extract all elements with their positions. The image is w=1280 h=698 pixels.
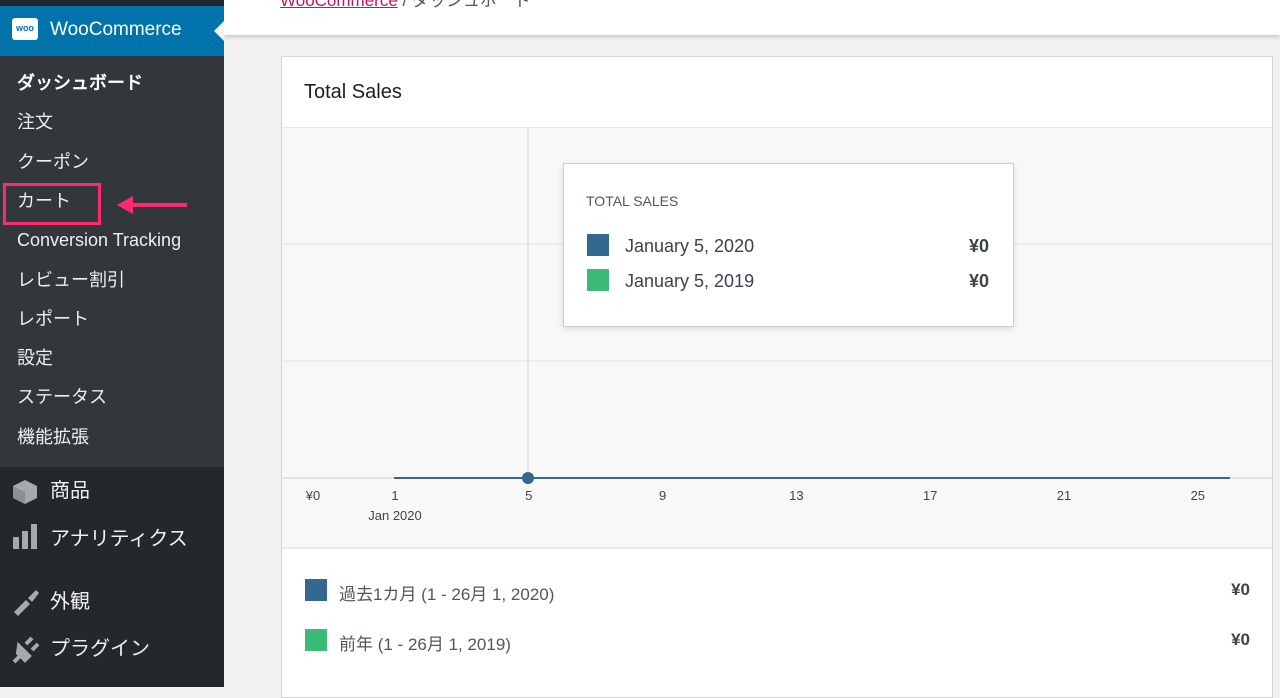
chart-area — [282, 127, 1272, 549]
x-tick-label: 5 — [525, 488, 533, 503]
hover-point — [522, 472, 534, 484]
tooltip-swatch — [587, 234, 609, 256]
tooltip-value: ¥0 — [968, 236, 989, 256]
analytics-icon-bar — [22, 531, 28, 549]
submenu-item[interactable]: Conversion Tracking — [17, 230, 182, 251]
legend-swatch — [305, 629, 327, 651]
x-tick-label: 21 — [1056, 488, 1072, 503]
woo-logo: woo — [12, 18, 38, 40]
menu-item[interactable]: プラグイン — [50, 638, 150, 660]
x-tick-label: ¥0 — [305, 488, 321, 503]
legend-swatch — [305, 579, 327, 601]
tooltip-title: TOTAL SALES — [586, 193, 679, 209]
submenu-item[interactable]: 機能拡張 — [17, 426, 89, 447]
current-arrow — [214, 21, 224, 41]
highlight-box — [3, 183, 101, 225]
products-icon-side — [13, 486, 25, 504]
menu-head[interactable]: woo WooCommerce — [0, 6, 224, 56]
arrow-head — [117, 196, 133, 214]
card: Total Sales ¥0 1 5 9 13 17 21 25 Jan 2020 過去1カ月… — [281, 56, 1273, 698]
legend-label[interactable]: 前年 (1 - 26月 1, 2019) — [339, 635, 511, 654]
submenu-item[interactable]: レポート — [17, 308, 89, 329]
submenu-item[interactable]: 注文 — [17, 112, 53, 133]
card-title: Total Sales — [304, 81, 402, 103]
menu-item[interactable]: アナリティクス — [50, 528, 188, 550]
analytics-icon-bar — [31, 524, 37, 549]
sidebar: woo WooCommerce ダッシュボード 注文クーポンカート Conversi… — [0, 0, 224, 687]
breadcrumb: WooCommerce / ダッシュボード — [280, 0, 531, 11]
tooltip: TOTAL SALES January 5, 2020 ¥0 January 5, … — [563, 163, 1014, 327]
x-tick-label: 9 — [658, 488, 667, 503]
legend-value: ¥0 — [1231, 580, 1250, 599]
submenu-item[interactable]: クーポン — [17, 151, 89, 172]
menu-item[interactable]: 商品 — [50, 480, 90, 502]
tooltip-swatch — [587, 269, 609, 291]
x-tick-label: 17 — [922, 488, 938, 503]
top-bar: WooCommerce / ダッシュボード — [224, 0, 1280, 35]
breadcrumb-link[interactable]: WooCommerce — [280, 0, 398, 10]
legend-value: ¥0 — [1231, 630, 1250, 649]
analytics-icon-bar — [13, 537, 19, 549]
menu-item[interactable]: 外観 — [50, 591, 90, 613]
menu-icons — [12, 480, 40, 664]
tooltip-label: January 5, 2019 — [625, 271, 755, 291]
tooltip-label: January 5, 2020 — [625, 236, 755, 256]
x-sub-label: Jan 2020 — [368, 508, 422, 523]
x-tick-label: 25 — [1190, 488, 1206, 503]
submenu-item[interactable]: カート — [17, 190, 71, 211]
x-tick-label: 1 — [391, 488, 399, 503]
pointer-arrow — [117, 196, 187, 214]
submenu-item[interactable]: ステータス — [17, 387, 107, 408]
plugins-icon — [12, 636, 40, 664]
menu-head-label: WooCommerce — [50, 19, 182, 40]
breadcrumb-current: / ダッシュボード — [402, 0, 531, 10]
appearance-icon — [14, 590, 39, 616]
submenu — [0, 56, 224, 467]
submenu-item[interactable]: レビュー割引 — [17, 269, 125, 290]
legend-label[interactable]: 過去1カ月 (1 - 26月 1, 2020) — [339, 585, 555, 604]
x-tick-label: 13 — [789, 488, 804, 503]
tooltip-value: ¥0 — [968, 271, 989, 291]
submenu-item[interactable]: 設定 — [17, 348, 53, 369]
submenu-item[interactable]: ダッシュボード — [17, 73, 143, 93]
